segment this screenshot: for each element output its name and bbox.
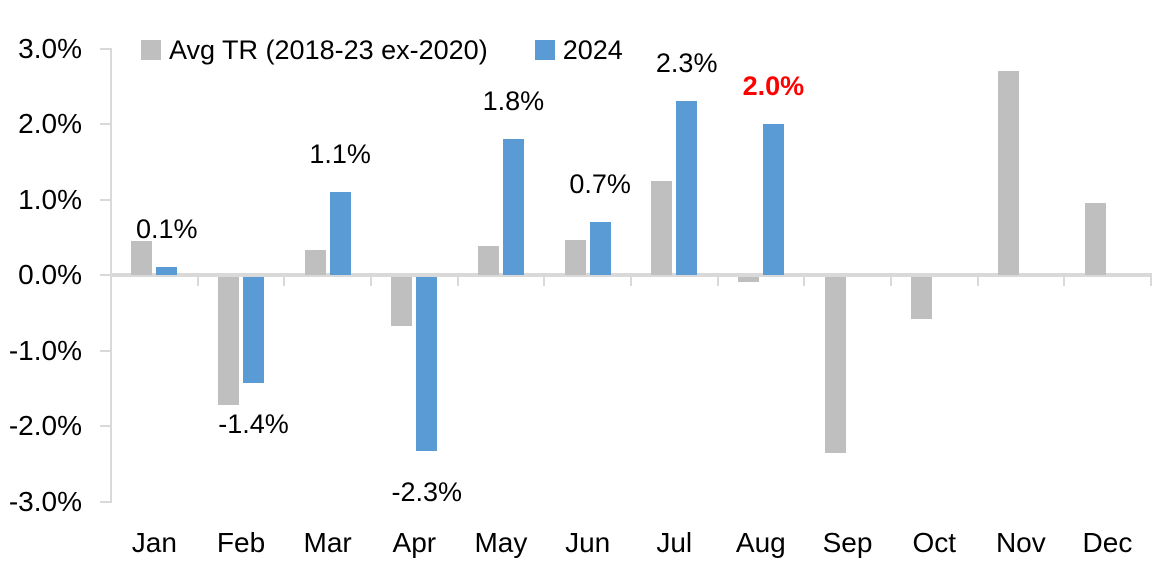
x-tick-mark xyxy=(1149,277,1152,286)
x-axis-label-jun: Jun xyxy=(565,527,611,558)
legend-swatch-avg xyxy=(141,40,161,60)
y-axis-label: 0.0% xyxy=(18,259,82,290)
bar-2024-jul xyxy=(676,101,698,275)
bar-avg-oct xyxy=(911,277,933,319)
x-axis-label-may: May xyxy=(474,527,528,558)
bar-2024-may xyxy=(502,139,524,275)
x-axis-label-jul: Jul xyxy=(656,527,693,558)
legend-item-2024: 2024 xyxy=(534,35,623,65)
bar-2024-apr xyxy=(416,277,438,451)
x-tick-mark xyxy=(543,277,546,286)
y-axis-label: -2.0% xyxy=(8,410,82,441)
data-label-mar: 1.1% xyxy=(309,138,371,169)
bar-avg-feb xyxy=(218,277,239,406)
x-axis-line xyxy=(110,273,1152,277)
x-tick-mark xyxy=(716,277,719,286)
bar-2024-feb xyxy=(243,277,264,383)
x-tick-mark xyxy=(803,277,806,286)
x-axis-label-nov: Nov xyxy=(995,527,1046,558)
bar-2024-jun xyxy=(589,222,611,275)
y-tick-mark xyxy=(100,500,111,503)
y-tick-mark xyxy=(100,425,111,427)
x-tick-mark xyxy=(976,277,979,286)
x-tick-mark xyxy=(370,277,372,286)
bar-avg-apr xyxy=(391,277,413,327)
bar-avg-aug xyxy=(737,277,759,283)
bar-avg-may xyxy=(477,246,499,275)
x-tick-mark xyxy=(456,277,459,286)
data-label-aug: 2.0% xyxy=(742,71,805,101)
bar-2024-jan xyxy=(156,267,178,275)
x-axis-label-oct: Oct xyxy=(912,527,957,558)
y-tick-mark xyxy=(100,349,111,352)
data-label-jul: 2.3% xyxy=(655,48,718,79)
legend-item-avg: Avg TR (2018-23 ex-2020) xyxy=(141,35,488,65)
data-label-jun: 0.7% xyxy=(569,169,631,200)
y-axis-label: 2.0% xyxy=(18,108,82,139)
bar-avg-dec xyxy=(1084,203,1106,275)
x-tick-mark xyxy=(889,277,892,286)
y-axis-label: 3.0% xyxy=(18,32,82,64)
bar-avg-jan xyxy=(131,241,153,275)
bar-avg-nov xyxy=(997,71,1019,275)
data-label-feb: -1.4% xyxy=(218,408,289,439)
legend-swatch-2024 xyxy=(534,40,555,60)
x-tick-mark xyxy=(196,277,199,286)
bar-avg-mar xyxy=(304,250,326,275)
data-label-may: 1.8% xyxy=(482,86,545,117)
x-axis-label-sep: Sep xyxy=(822,527,873,558)
x-axis-label-aug: Aug xyxy=(735,527,786,558)
y-tick-mark xyxy=(100,198,111,201)
bar-2024-mar xyxy=(329,191,351,275)
x-axis-label-feb: Feb xyxy=(216,527,266,558)
legend-label-2024: 2024 xyxy=(562,35,623,65)
y-axis-label: -3.0% xyxy=(8,485,82,517)
x-axis-label-apr: Apr xyxy=(392,527,437,558)
bar-avg-sep xyxy=(824,277,846,453)
bar-avg-jul xyxy=(651,180,673,275)
x-tick-mark xyxy=(1063,277,1066,286)
x-axis-label-jan: Jan xyxy=(131,527,177,558)
x-axis-label-mar: Mar xyxy=(303,527,352,558)
y-tick-mark xyxy=(100,47,111,50)
y-tick-mark xyxy=(100,274,111,276)
legend-label-avg: Avg TR (2018-23 ex-2020) xyxy=(169,35,488,65)
data-label-jan: 0.1% xyxy=(136,214,198,245)
x-tick-mark xyxy=(283,277,286,286)
y-axis-label: -1.0% xyxy=(8,334,82,366)
bar-avg-jun xyxy=(564,240,586,275)
x-axis-label-dec: Dec xyxy=(1082,527,1133,558)
y-axis-label: 1.0% xyxy=(18,183,82,215)
x-tick-mark xyxy=(629,277,632,286)
bar-2024-aug xyxy=(762,124,784,275)
y-tick-mark xyxy=(100,123,111,125)
chart-legend: Avg TR (2018-23 ex-2020) 2024 xyxy=(141,34,623,66)
data-label-apr: -2.3% xyxy=(391,476,463,507)
